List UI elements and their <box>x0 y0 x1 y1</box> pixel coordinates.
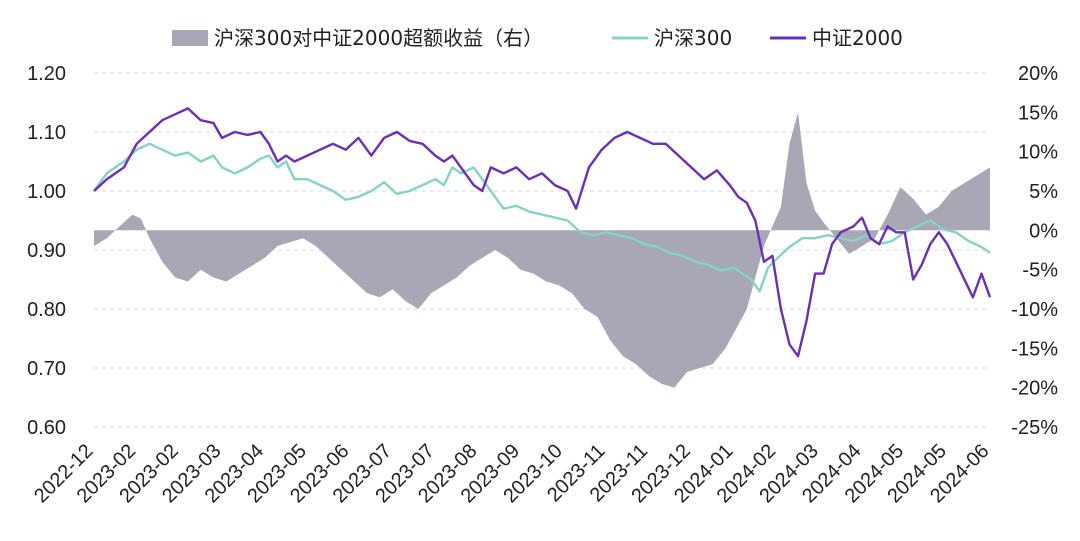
legend-label-excess: 沪深300对中证2000超额收益（右） <box>214 26 543 50</box>
y-right-tick-label: 20% <box>1018 63 1058 85</box>
y-left-tick-label: 0.90 <box>27 240 66 262</box>
y-right-tick-label: 0% <box>1029 220 1058 242</box>
legend: 沪深300对中证2000超额收益（右） 沪深300 中证2000 <box>172 26 903 50</box>
legend-swatch-excess <box>172 30 208 46</box>
y-right-tick-label: -10% <box>1011 299 1058 321</box>
y-right-tick-label: -25% <box>1011 417 1058 439</box>
series-line-1 <box>93 107 992 358</box>
legend-label-hs300: 沪深300 <box>654 26 732 50</box>
y-left-tick-label: 0.70 <box>27 358 66 380</box>
y-left-tick-label: 1.00 <box>27 181 66 203</box>
series-area-excess-return <box>94 112 990 388</box>
y-right-tick-label: 15% <box>1018 102 1058 124</box>
y-right-tick-label: -20% <box>1011 378 1058 400</box>
y-right-tick-label: 5% <box>1029 181 1058 203</box>
series-line-0 <box>93 142 991 293</box>
y-right-tick-label: -5% <box>1022 260 1058 282</box>
y-left-tick-label: 0.80 <box>27 299 66 321</box>
legend-label-zz2000: 中证2000 <box>812 26 903 50</box>
y-left-tick-label: 1.10 <box>27 122 66 144</box>
y-right-tick-label: 10% <box>1018 142 1058 164</box>
y-left-tick-label: 0.60 <box>27 417 66 439</box>
y-left-tick-label: 1.20 <box>27 63 66 85</box>
y-right-tick-label: -15% <box>1011 338 1058 360</box>
